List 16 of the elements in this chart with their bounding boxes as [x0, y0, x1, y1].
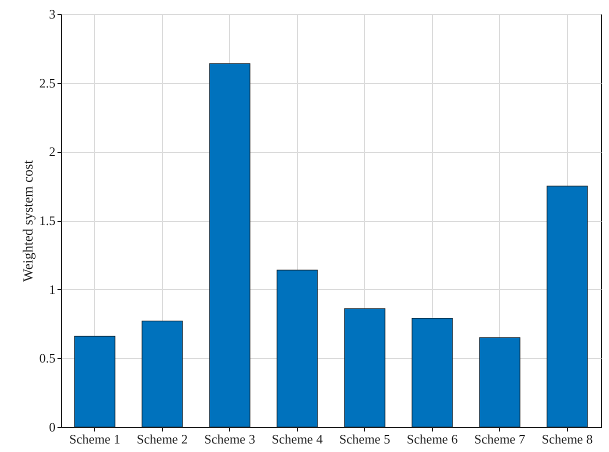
y-tick-label: 0: [49, 420, 56, 434]
x-tick-label: Scheme 3: [204, 432, 256, 446]
y-tick-label: 2.5: [39, 75, 56, 90]
x-tick-label: Scheme 2: [136, 432, 188, 446]
y-tick-label: 2: [49, 144, 56, 160]
x-tick-label: Scheme 1: [69, 432, 120, 446]
x-tick-label: Scheme 5: [339, 432, 390, 446]
y-tick-label: 1.5: [39, 213, 56, 228]
y-tick-label: 3: [49, 6, 56, 22]
x-tick-label: Scheme 4: [272, 432, 324, 446]
x-tick-label: Scheme 7: [474, 432, 526, 446]
y-tick-label: 0.5: [39, 350, 56, 366]
y-axis-title: Weighted system cost: [21, 160, 36, 282]
y-tick-label: 1: [49, 282, 56, 297]
x-tick-label: Scheme 8: [542, 432, 593, 446]
x-tick-label: Scheme 6: [406, 432, 458, 446]
